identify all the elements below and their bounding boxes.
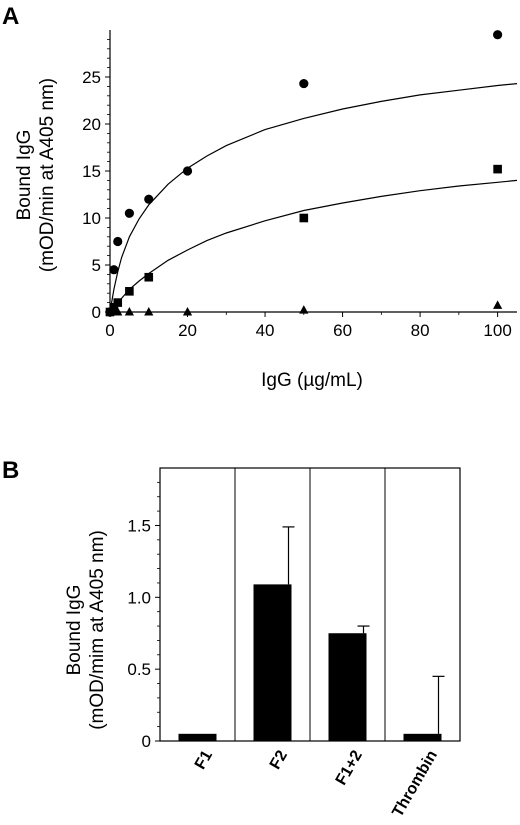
panel-a-y-tick-label: 0 <box>92 303 101 322</box>
panel-a-fit-curve-circle <box>109 83 518 313</box>
panel-b-bar-F1 <box>178 733 217 741</box>
panel-a-square-point <box>299 213 309 223</box>
panel-a-x-tick-label: 0 <box>105 321 114 340</box>
panel-b-letter: B <box>2 457 19 484</box>
panel-a-y-tick-label: 5 <box>92 256 101 275</box>
panel-a-triangle-point <box>493 300 503 309</box>
panel-a-axes: 0 5 10 15 20 25 0 20 40 60 80 100 <box>82 30 517 340</box>
panel-b-ylabel-line1: Bound IgG <box>64 585 85 676</box>
panel-a-triangle-point <box>113 307 123 316</box>
panel-a-data-points <box>105 30 503 317</box>
panel-b-category-label: F1+2 <box>333 748 366 789</box>
panel-a-fit-curve-square <box>109 179 518 313</box>
panel-a-y-tick-label: 20 <box>82 115 101 134</box>
panel-a-x-tick-label: 100 <box>483 321 511 340</box>
panel-b-y-tick-label: 1.5 <box>127 516 151 535</box>
panel-b-bar-F1+2 <box>328 633 367 741</box>
panel-a-square-point <box>113 298 123 307</box>
panel-a-y-tick-label: 10 <box>82 209 101 228</box>
panel-a-circle-point <box>124 208 134 218</box>
panel-b-ylabel-line2: (mOD/mim at A405 nm) <box>87 530 108 730</box>
panel-b-category-labels: F1 F2 F1+2 Thrombin <box>192 748 441 820</box>
panel-b-frame: 0 0.5 1.0 1.5 <box>127 467 461 751</box>
panel-a-circle-point <box>493 30 503 40</box>
panel-b-y-tick-label: 0 <box>142 732 151 751</box>
panel-a-circle-point <box>182 166 193 176</box>
panel-a-circle-point <box>113 236 123 247</box>
panel-a-ylabel-line2: (mOD/min at A405 nm) <box>37 78 58 272</box>
panel-a-x-tick-label: 20 <box>178 321 197 340</box>
panel-a-fit-curves <box>109 83 518 313</box>
panel-b-y-tick-label: 1.0 <box>127 588 151 607</box>
panel-a-x-tick-label: 40 <box>256 321 275 340</box>
panel-a-square-point <box>493 164 502 174</box>
panel-b: B Bound IgG (mOD/mim at A405 nm) 0 0.5 1.0… <box>2 457 461 820</box>
panel-b-bar-Thrombin <box>403 733 442 741</box>
panel-a-triangle-point <box>182 307 193 316</box>
panel-b-bars <box>178 526 445 741</box>
panel-a-ylabel-line1: Bound IgG <box>14 130 35 221</box>
panel-a-circle-point <box>109 265 119 275</box>
panel-a-xlabel: IgG (µg/mL) <box>261 370 363 391</box>
panel-a-triangle-point <box>299 305 309 314</box>
panel-a-x-tick-label: 80 <box>411 321 430 340</box>
panel-b-category-label: F2 <box>267 748 291 773</box>
panel-a-triangle-point <box>124 307 134 316</box>
panel-a-y-tick-label: 15 <box>82 162 101 181</box>
panel-a-circle-point <box>144 194 154 204</box>
panel-a-square-point <box>125 287 134 296</box>
panel-b-category-label: F1 <box>192 748 216 773</box>
panel-a-y-tick-label: 25 <box>82 68 101 87</box>
panel-b-y-tick-label: 0.5 <box>127 660 151 679</box>
panel-a-triangle-point <box>144 307 154 316</box>
panel-a-circle-point <box>299 78 309 89</box>
panel-a-x-tick-label: 60 <box>333 321 352 340</box>
panel-b-category-label: Thrombin <box>389 748 441 820</box>
panel-a-square-point <box>144 272 154 282</box>
panel-a-letter: A <box>2 3 19 30</box>
panel-a: A Bound IgG (mOD/min at A405 nm) IgG (µg… <box>2 3 518 391</box>
panel-b-bar-F2 <box>253 584 292 741</box>
